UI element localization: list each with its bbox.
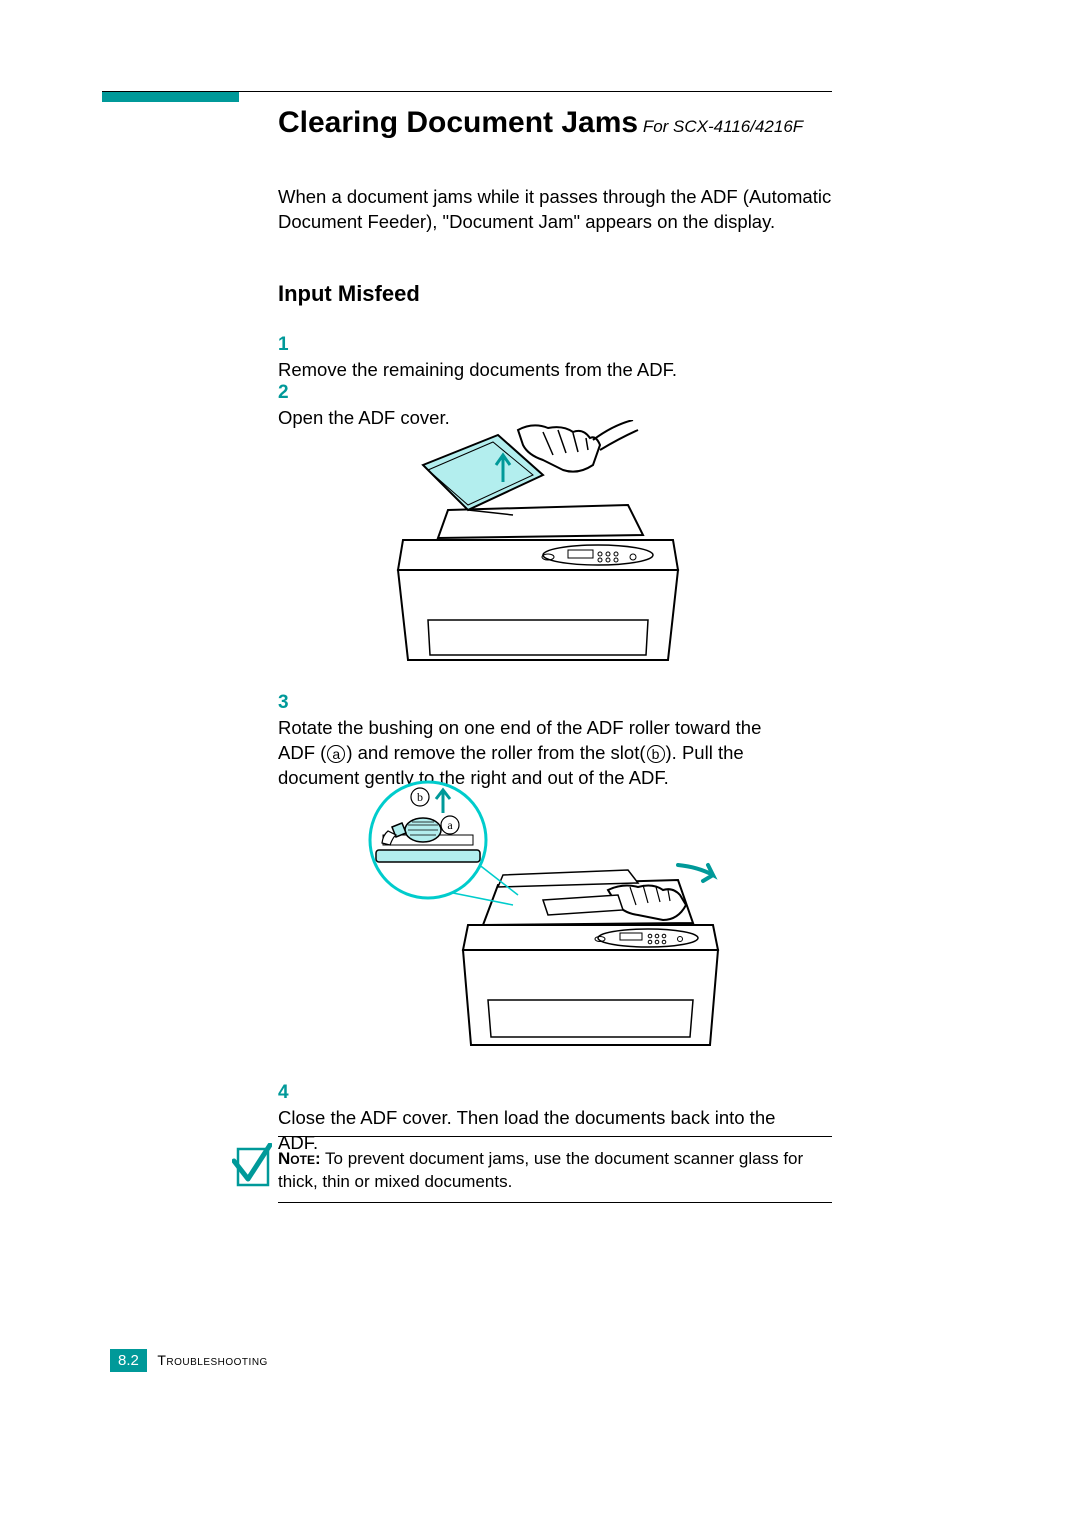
page-number-badge: 8.2 (110, 1349, 147, 1372)
footer-section-label: Troubleshooting (157, 1352, 268, 1368)
intro-paragraph: When a document jams while it passes thr… (278, 185, 832, 235)
step-1: 1 Remove the remaining documents from th… (278, 332, 832, 383)
section-heading: Input Misfeed (278, 281, 420, 307)
step-number: 3 (278, 690, 308, 716)
title-main: Clearing Document Jams (278, 106, 638, 139)
title-subtitle: For SCX-4116/4216F (638, 117, 803, 136)
note-body: To prevent document jams, use the docume… (278, 1149, 803, 1191)
zoom-label-b: b (417, 790, 423, 804)
step-number: 4 (278, 1080, 308, 1106)
zoom-label-a: a (447, 818, 453, 832)
note-label: Note: (278, 1149, 321, 1168)
note-rule-top (278, 1136, 832, 1137)
step-number: 1 (278, 332, 308, 358)
label-a-inline: a (327, 745, 345, 763)
header-accent-bar (102, 91, 239, 102)
note-rule-bottom (278, 1202, 832, 1203)
label-b-inline: b (647, 745, 665, 763)
page-title: Clearing Document Jams For SCX-4116/4216… (278, 106, 832, 140)
illustration-open-adf (368, 420, 708, 680)
page-footer: 8.2 Troubleshooting (110, 1349, 268, 1372)
step3-part2: ) and remove the roller from the slot( (346, 742, 645, 763)
checkmark-icon (232, 1143, 272, 1189)
illustration-remove-roller: a b (368, 775, 738, 1065)
step-number: 2 (278, 380, 308, 406)
step-text: Remove the remaining documents from the … (278, 358, 798, 383)
note-paragraph: Note: To prevent document jams, use the … (278, 1148, 832, 1194)
header-rule (102, 91, 832, 92)
step-4: 4 Close the ADF cover. Then load the doc… (278, 1080, 832, 1156)
